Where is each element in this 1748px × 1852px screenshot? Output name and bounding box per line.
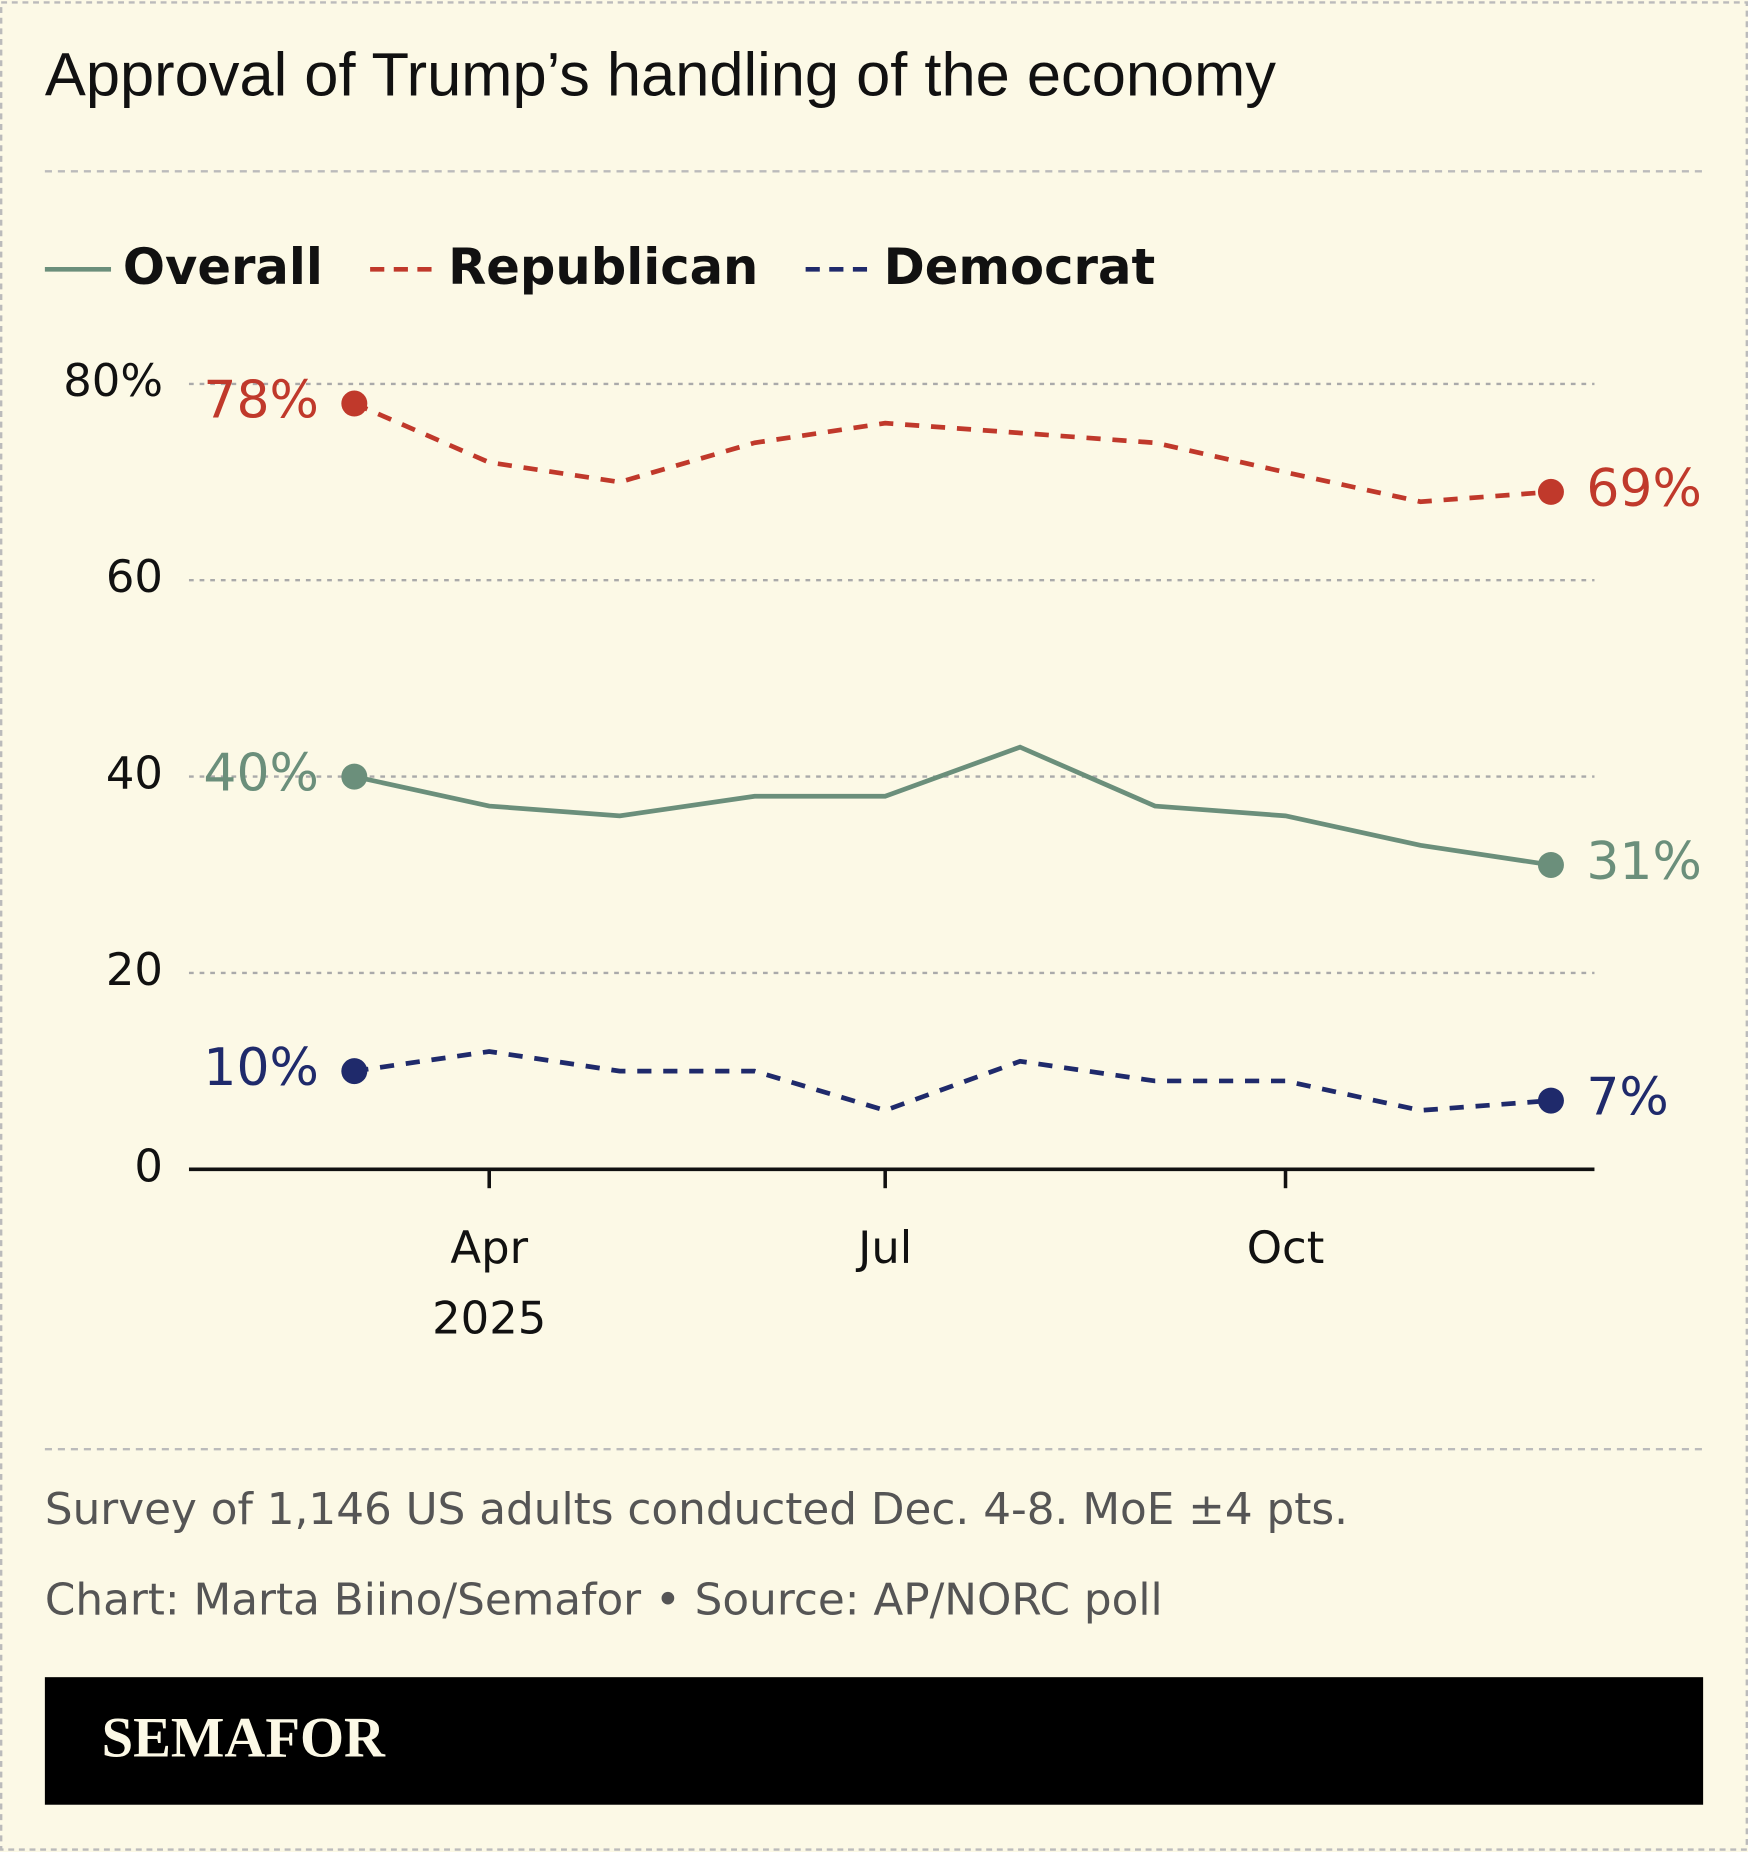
end-marker xyxy=(341,390,368,417)
brand-bar xyxy=(44,1677,1704,1805)
x-tick-year: 2025 xyxy=(432,1292,546,1345)
x-tick-label: Oct xyxy=(1247,1221,1325,1274)
end-marker xyxy=(1537,478,1564,505)
x-tick-label: Jul xyxy=(855,1221,912,1274)
data-label: 31% xyxy=(1586,832,1701,892)
legend-label: Republican xyxy=(448,238,758,296)
series-line xyxy=(353,744,1552,868)
end-marker xyxy=(1537,851,1564,878)
legend-label: Democrat xyxy=(884,238,1156,296)
series-line xyxy=(353,401,1552,505)
data-label: 40% xyxy=(203,744,318,804)
y-tick-label: 0 xyxy=(134,1139,163,1192)
data-label: 7% xyxy=(1586,1068,1668,1128)
legend-label: Overall xyxy=(123,238,323,296)
y-tick-label: 80% xyxy=(63,354,163,407)
y-tick-label: 20 xyxy=(106,943,163,996)
data-label: 69% xyxy=(1586,459,1701,519)
legend: Overall Republican Democrat xyxy=(44,238,1156,296)
y-tick-label: 40 xyxy=(106,747,163,800)
end-marker xyxy=(1537,1087,1564,1114)
data-label: 10% xyxy=(203,1038,318,1098)
chart-title: Approval of Trump’s handling of the econ… xyxy=(45,40,1276,109)
data-label: 78% xyxy=(203,371,318,431)
x-tick-label: Apr xyxy=(450,1221,528,1274)
end-marker xyxy=(341,763,368,790)
end-marker xyxy=(341,1058,368,1085)
brand: SEMAFOR xyxy=(102,1706,386,1769)
y-tick-label: 60 xyxy=(106,550,163,603)
note: Survey of 1,146 US adults conducted Dec.… xyxy=(45,1484,1348,1535)
series-line xyxy=(353,1049,1552,1113)
credit: Chart: Marta Biino/Semafor • Source: AP/… xyxy=(45,1575,1163,1626)
